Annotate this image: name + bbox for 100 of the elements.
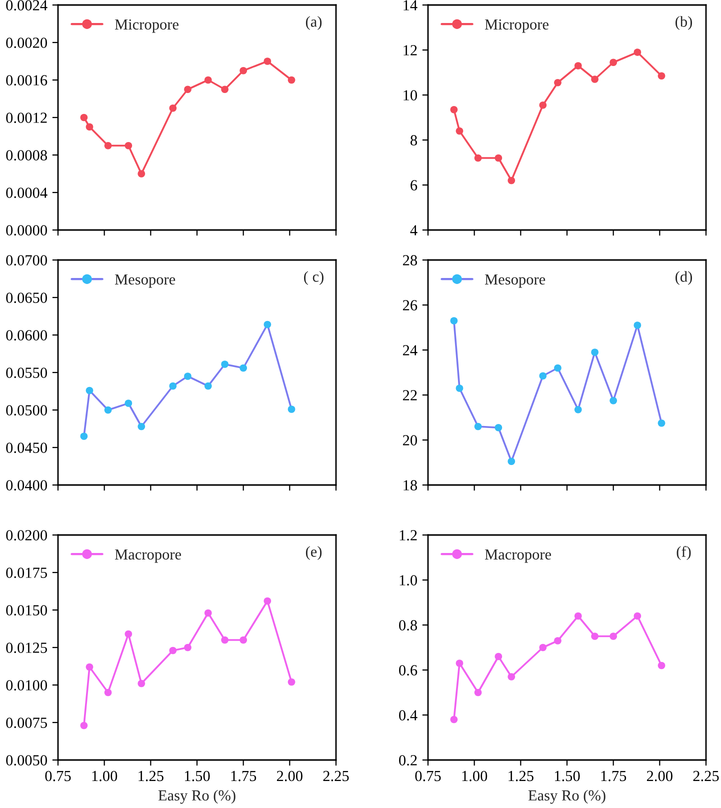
point xyxy=(610,58,618,66)
annotation: (d) xyxy=(676,271,692,285)
y-tick-label: 24 xyxy=(402,345,418,356)
legend-label: Macropore xyxy=(484,549,552,563)
y-tick-label: 1.2 xyxy=(400,530,417,541)
point xyxy=(494,652,502,660)
point xyxy=(634,322,642,329)
point xyxy=(508,458,516,466)
x-tick-label: 1.25 xyxy=(508,770,534,782)
point xyxy=(539,644,547,652)
point xyxy=(450,317,458,324)
point xyxy=(554,637,562,644)
x-tick-label: 0.75 xyxy=(415,770,441,782)
point xyxy=(658,419,666,427)
point xyxy=(554,364,562,372)
y-tick-label: 0.0050 xyxy=(6,755,47,766)
point xyxy=(288,76,296,84)
point xyxy=(86,663,94,671)
annotation: (b) xyxy=(676,16,692,30)
x-tick-label: 1.25 xyxy=(138,770,164,782)
y-tick-label: 0.0150 xyxy=(6,605,47,616)
point xyxy=(494,154,502,162)
point xyxy=(610,632,618,640)
point xyxy=(574,62,582,70)
point xyxy=(204,609,212,617)
point xyxy=(450,106,458,114)
point xyxy=(288,406,296,413)
x-axis-title: Easy Ro (%) xyxy=(528,790,606,804)
point xyxy=(104,688,112,696)
y-tick-label: 0.0004 xyxy=(6,188,48,198)
point xyxy=(508,673,516,680)
y-tick-label: 1.0 xyxy=(400,575,417,586)
y-tick-label: 0.0200 xyxy=(6,530,47,541)
x-tick-label: 2.25 xyxy=(323,770,349,782)
point xyxy=(124,400,132,407)
y-tick-label: 26 xyxy=(402,300,418,310)
annotation: ( c) xyxy=(304,271,324,285)
point xyxy=(184,86,192,94)
point xyxy=(169,382,177,390)
y-tick-label: 0.4 xyxy=(399,710,418,721)
point xyxy=(474,422,482,430)
y-tick-label: 0.0600 xyxy=(6,330,47,341)
y-tick-label: 6 xyxy=(410,180,418,190)
y-tick-label: 0.0125 xyxy=(6,642,47,654)
point xyxy=(539,372,547,380)
y-tick-label: 0.0000 xyxy=(6,225,47,236)
point xyxy=(104,142,112,150)
y-tick-label: 22 xyxy=(402,390,417,400)
point xyxy=(450,716,458,724)
y-tick-label: 14 xyxy=(404,0,418,10)
point xyxy=(221,636,228,644)
point xyxy=(634,612,642,620)
annotation: (a) xyxy=(306,16,322,30)
y-tick-label: 0.0175 xyxy=(6,568,47,578)
point xyxy=(221,86,228,94)
legend-label: Macropore xyxy=(114,549,182,563)
point xyxy=(240,364,248,372)
annotation: (f) xyxy=(676,546,691,560)
x-tick-label: 1.50 xyxy=(184,770,210,782)
point xyxy=(610,396,618,404)
point xyxy=(86,123,94,131)
x-tick-label: 1.00 xyxy=(92,770,118,782)
point xyxy=(494,424,502,432)
point xyxy=(240,66,248,74)
point xyxy=(456,660,464,667)
point xyxy=(138,422,146,430)
point xyxy=(80,722,88,730)
point xyxy=(204,76,212,84)
point xyxy=(221,360,228,368)
point xyxy=(86,386,94,394)
legend-label: Micropore xyxy=(484,19,548,33)
point xyxy=(591,348,598,356)
y-tick-label: 8 xyxy=(410,135,417,146)
point xyxy=(169,646,177,654)
y-tick-label: 28 xyxy=(402,255,417,266)
legend-label: Mesopore xyxy=(484,274,546,288)
x-tick-label: 1.75 xyxy=(601,770,626,782)
point xyxy=(634,48,642,56)
y-tick-label: 0.0020 xyxy=(6,38,47,48)
point xyxy=(264,597,272,605)
point xyxy=(80,432,88,440)
point xyxy=(539,101,547,109)
point xyxy=(204,382,212,390)
y-tick-label: 0.0500 xyxy=(6,405,47,416)
point xyxy=(554,78,562,86)
y-tick-label: 0.0024 xyxy=(6,0,48,11)
y-tick-label: 0.0400 xyxy=(6,480,47,491)
point xyxy=(169,104,177,112)
x-tick-label: 0.75 xyxy=(45,770,71,782)
point xyxy=(508,176,516,184)
y-tick-label: 0.0008 xyxy=(6,150,47,161)
point xyxy=(80,114,88,122)
point xyxy=(184,372,192,380)
x-tick-label: 2.25 xyxy=(693,770,719,782)
point xyxy=(288,678,296,686)
point xyxy=(658,662,666,670)
y-tick-label: 0.0450 xyxy=(6,442,47,454)
y-tick-label: 0.0100 xyxy=(6,680,47,691)
point xyxy=(456,127,464,135)
x-tick-label: 1.00 xyxy=(462,770,488,782)
